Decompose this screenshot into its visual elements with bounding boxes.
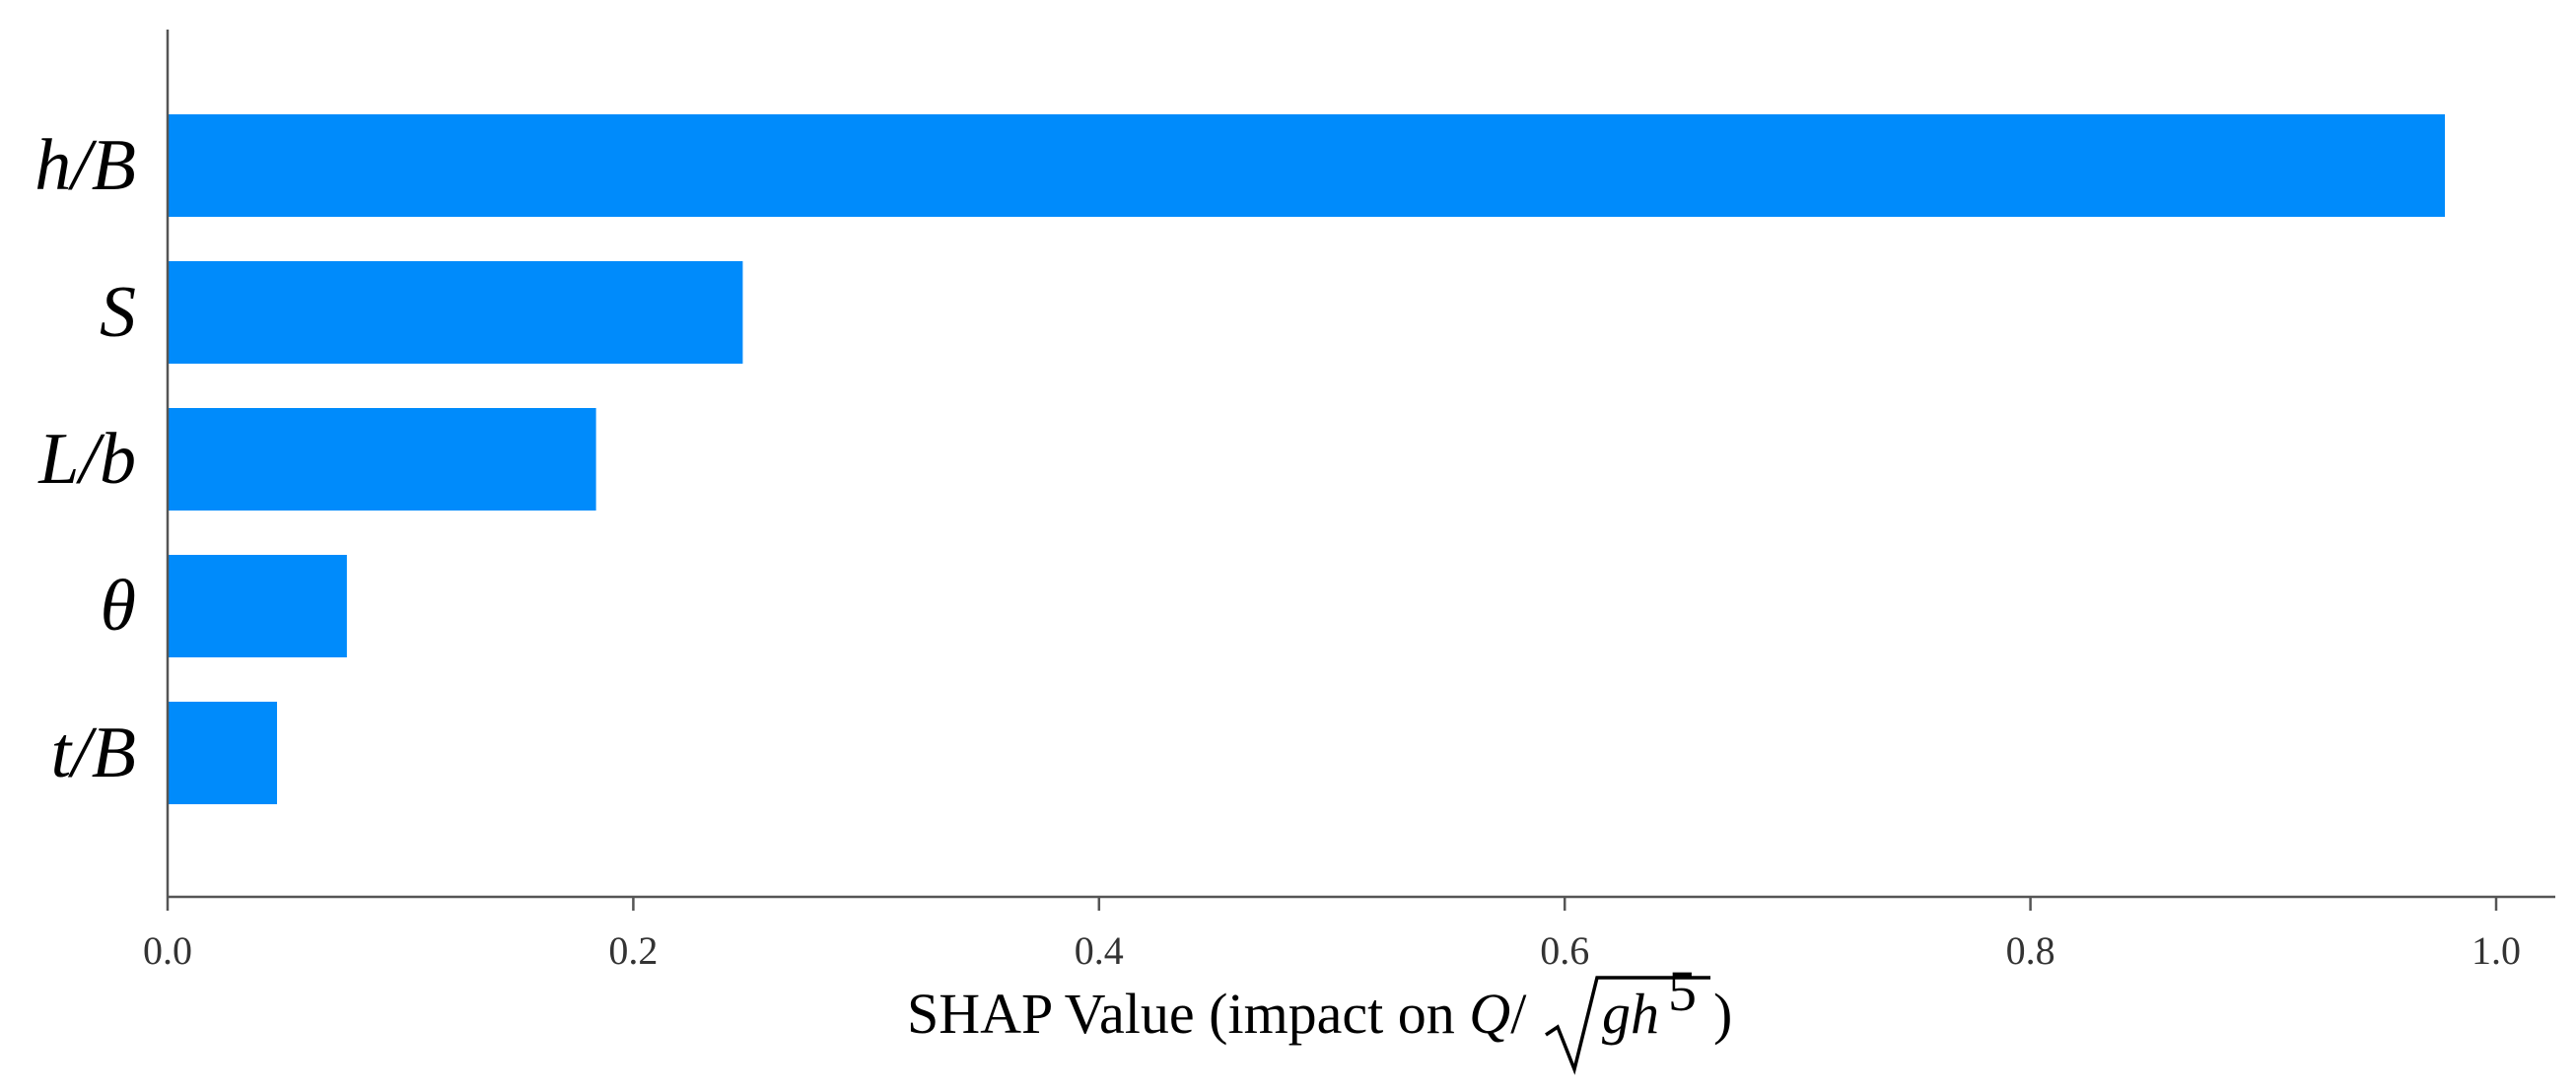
category-label: θ [101, 566, 136, 647]
x-tick-label: 0.4 [1075, 928, 1124, 973]
category-label: S [100, 272, 136, 353]
x-axis-label: SHAP Value (impact on Q/ gh 5 ) [907, 959, 1732, 1075]
sqrt-sign [1545, 976, 1710, 1075]
category-labels-group: h/B S L/b θ t/B [35, 125, 136, 793]
x-ticks-group: 0.0 0.2 0.4 0.6 0.8 1.0 [143, 897, 2521, 973]
bar [168, 261, 743, 364]
svg-text:SHAP Value (impact on Q/: SHAP Value (impact on Q/ [907, 982, 1527, 1046]
x-label-slash: / [1510, 982, 1527, 1046]
x-label-q: Q [1469, 982, 1510, 1046]
x-label-prefix: SHAP Value (impact on [907, 982, 1469, 1046]
x-tick-label: 0.6 [1540, 928, 1589, 973]
bar [168, 408, 596, 511]
bar [168, 114, 2446, 217]
x-label-gh: gh [1602, 982, 1659, 1046]
x-label-suffix: ) [1713, 982, 1732, 1046]
x-tick-label: 0.2 [608, 928, 658, 973]
category-label: L/b [37, 419, 136, 500]
x-tick-label: 0.8 [2006, 928, 2055, 973]
category-label: h/B [35, 125, 136, 206]
x-tick-label: 0.0 [143, 928, 192, 973]
x-label-exponent: 5 [1668, 959, 1697, 1023]
bar [168, 702, 278, 804]
bar [168, 555, 347, 657]
x-tick-label: 1.0 [2472, 928, 2521, 973]
category-label: t/B [51, 713, 136, 793]
bars-group [168, 114, 2446, 804]
